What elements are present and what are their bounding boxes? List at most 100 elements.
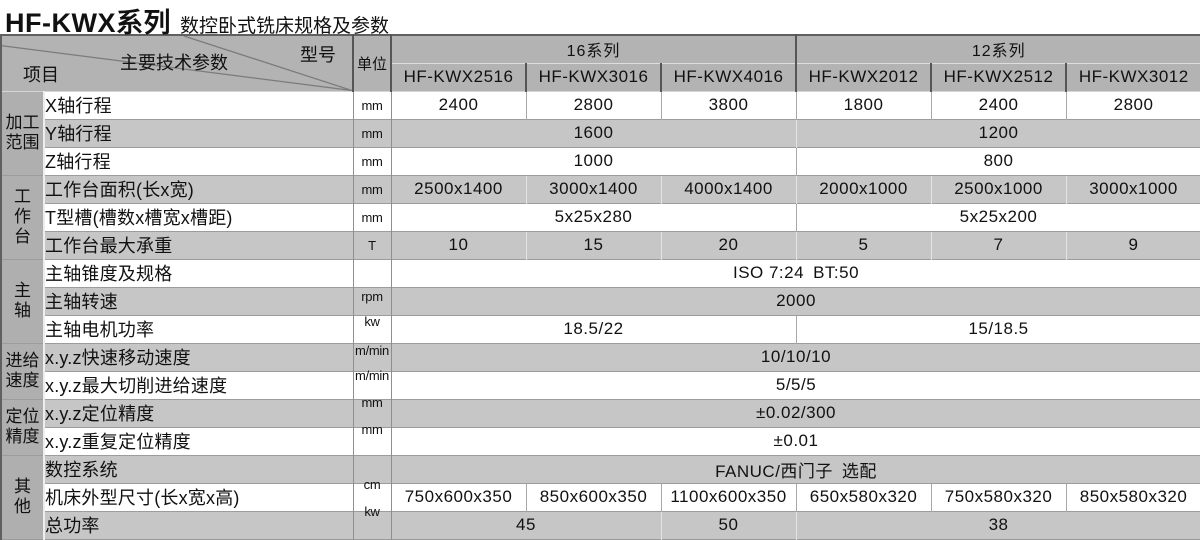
spec-row: Y轴行程 mm 1600 1200 (1, 118, 1200, 148)
unit-cell: m/min (352, 342, 392, 372)
unit-label: mm (361, 153, 383, 169)
value-cell: 1600 (390, 118, 797, 148)
value-cell: 5x25x280 (390, 202, 797, 232)
value-cell: 1800 (795, 91, 932, 120)
header-params-label: 主要技术参数 (120, 53, 228, 73)
table-body: 加工 范围 X轴行程 mm 2400 2800 3800 1800 2400 2800 Y轴行程 mm… (1, 91, 1200, 540)
row-label: 工作台面积(长x宽) (44, 174, 353, 204)
value-cell: 5 (795, 230, 932, 260)
unit-cell (352, 258, 392, 288)
diagonal-header-cell: 主要技术参数 型号 项目 (1, 35, 354, 92)
series-header-16: 16系列 (389, 35, 797, 64)
value-cell: 15/18.5 (795, 314, 1200, 344)
spec-row: 加工 范围 X轴行程 mm 2400 2800 3800 1800 2400 2800 (1, 91, 1200, 176)
unit-cell: kw (352, 313, 392, 344)
unit-cell: mm (352, 91, 392, 120)
unit-cell: mm (352, 395, 392, 428)
value-cell: 2500x1400 (390, 174, 526, 204)
row-label: 主轴转速 (44, 286, 353, 316)
unit-cell: rpm (352, 286, 392, 316)
value-cell: 5x25x200 (795, 202, 1200, 232)
category-cell: 加工 范围 (1, 91, 45, 176)
category-cell: 其他 (1, 454, 45, 540)
unit-cell: mm (352, 422, 392, 456)
unit-cell: T (352, 230, 392, 260)
model-header: HF-KWX2012 (795, 63, 932, 92)
category-cell: 主轴 (1, 258, 45, 344)
header-model-label: 型号 (300, 45, 336, 65)
category-cell: 定位 精度 (1, 398, 45, 456)
header-row-series: 主要技术参数 型号 项目 单位 16系列 12系列 (1, 35, 1200, 92)
value-cell: 1100x600x350 (660, 482, 797, 512)
unit-label: kw (364, 313, 380, 329)
value-cell: 650x580x320 (795, 482, 932, 512)
spec-row: T型槽(槽数x槽宽x槽距) mm 5x25x280 5x25x200 (1, 202, 1200, 232)
unit-label: m/min (355, 342, 389, 358)
unit-label: mm (361, 97, 383, 113)
value-cell: 2400 (390, 91, 526, 120)
value-cell: 1000 (390, 146, 797, 176)
unit-cell: mm (352, 118, 392, 148)
table-header: 主要技术参数 型号 项目 单位 16系列 12系列 HF-KWX2516 HF-… (1, 35, 1200, 92)
value-cell: 750x580x320 (930, 482, 1067, 512)
category-cell: 工作台 (1, 174, 45, 260)
page-title: HF-KWX系列 (5, 8, 171, 38)
model-header: HF-KWX3016 (525, 63, 661, 92)
row-label: x.y.z定位精度 (44, 398, 353, 428)
category-cell: 进给 速度 (1, 342, 45, 400)
model-header: HF-KWX4016 (659, 63, 797, 92)
spec-row: x.y.z重复定位精度 mm ±0.01 (1, 422, 1200, 456)
page-subtitle: 数控卧式铣床规格及参数 (179, 16, 389, 37)
unit-label: mm (361, 421, 383, 437)
value-cell: 18.5/22 (390, 314, 797, 344)
value-cell: 1200 (795, 118, 1200, 148)
value-cell: 2000 (390, 286, 1200, 316)
row-label: x.y.z最大切削进给速度 (44, 370, 353, 400)
spec-row: 进给 速度 x.y.z快速移动速度 m/min 10/10/10 (1, 342, 1200, 400)
value-cell: 20 (660, 230, 797, 260)
spec-row: 工作台工作台面积(长x宽) mm 2500x1400 3000x1400 4000x14… (1, 174, 1200, 260)
spec-row: x.y.z最大切削进给速度 m/min 5/5/5 (1, 368, 1200, 400)
spec-row: Z轴行程 mm 1000 800 (1, 146, 1200, 176)
unit-column-header: 单位 (352, 35, 391, 92)
spec-row: 总功率 kw 45 50 38 (1, 504, 1200, 540)
value-cell: 2400 (930, 91, 1067, 120)
spec-row: 主轴电机功率 kw 18.5/22 15/18.5 (1, 313, 1200, 344)
row-label: x.y.z重复定位精度 (44, 426, 353, 456)
value-cell: 15 (525, 230, 661, 260)
row-label: 工作台最大承重 (44, 230, 353, 260)
row-label: x.y.z快速移动速度 (44, 342, 353, 372)
model-header: HF-KWX3012 (1065, 63, 1200, 92)
spec-row: 定位 精度 x.y.z定位精度 mm ±0.02/300 (1, 395, 1200, 456)
value-cell: 750x600x350 (390, 482, 526, 512)
value-cell: 850x580x320 (1065, 482, 1200, 512)
row-label: T型槽(槽数x槽宽x槽距) (44, 202, 353, 232)
series-header-12: 12系列 (795, 35, 1200, 64)
row-label: Y轴行程 (44, 118, 353, 148)
unit-label: kw (364, 503, 380, 519)
row-label: 主轴电机功率 (44, 314, 353, 344)
spec-row: 工作台最大承重 T 10 15 20 5 7 9 (1, 230, 1200, 260)
header-item-label: 项目 (23, 64, 59, 85)
value-cell: 10 (390, 230, 526, 260)
value-cell: ±0.02/300 (390, 398, 1200, 428)
value-cell: 3000x1400 (525, 174, 661, 204)
value-cell: 2500x1000 (930, 174, 1067, 204)
header-row-models: HF-KWX2516 HF-KWX3016 HF-KWX4016 HF-KWX2… (1, 63, 1200, 92)
spec-table: 主要技术参数 型号 项目 单位 16系列 12系列 HF-KWX2516 HF-… (0, 34, 1200, 540)
value-cell: 7 (930, 230, 1067, 260)
unit-cell: mm (352, 174, 392, 204)
unit-label: rpm (361, 288, 383, 304)
value-cell: 3800 (660, 91, 797, 120)
unit-label: cm (363, 476, 381, 492)
unit-label: T (368, 237, 376, 253)
unit-cell: cm (352, 477, 392, 512)
page-title-bar: HF-KWX系列 数控卧式铣床规格及参数 (0, 0, 1200, 38)
row-label: 数控系统 (44, 454, 353, 484)
value-cell: 2000x1000 (795, 174, 932, 204)
unit-label: mm (361, 394, 383, 410)
spec-row: 机床外型尺寸(长x宽x高) cm 750x600x350 850x600x350 110… (1, 477, 1200, 512)
value-cell: 4000x1400 (660, 174, 797, 204)
unit-cell: mm (352, 202, 392, 232)
